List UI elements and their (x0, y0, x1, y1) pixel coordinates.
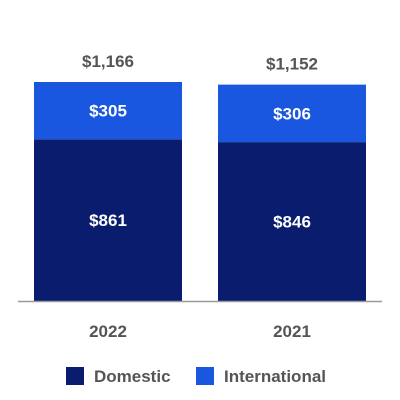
bars-group (34, 82, 366, 301)
bar-domestic-2022 (34, 139, 182, 301)
legend-swatch-international (196, 367, 214, 385)
x-tick-2021: 2021 (273, 322, 311, 341)
legend-swatch-domestic (66, 367, 84, 385)
legend-label-international: International (224, 367, 326, 386)
bar-international-2022 (34, 82, 182, 140)
total-label-2021: $1,152 (266, 55, 318, 74)
legend-label-domestic: Domestic (94, 367, 171, 386)
data-label-international-2021: $306 (273, 104, 311, 123)
x-tick-labels: 2022 2021 (89, 322, 311, 341)
legend: Domestic International (66, 367, 326, 386)
data-label-domestic-2022: $861 (89, 211, 127, 230)
bar-domestic-2021 (218, 142, 366, 301)
x-tick-2022: 2022 (89, 322, 127, 341)
total-label-2022: $1,166 (82, 52, 134, 71)
labels-group: $861 $305 $1,166 $846 $306 $1,152 (82, 52, 318, 232)
data-label-international-2022: $305 (89, 102, 127, 121)
bar-international-2021 (218, 84, 366, 143)
data-label-domestic-2021: $846 (273, 213, 311, 232)
